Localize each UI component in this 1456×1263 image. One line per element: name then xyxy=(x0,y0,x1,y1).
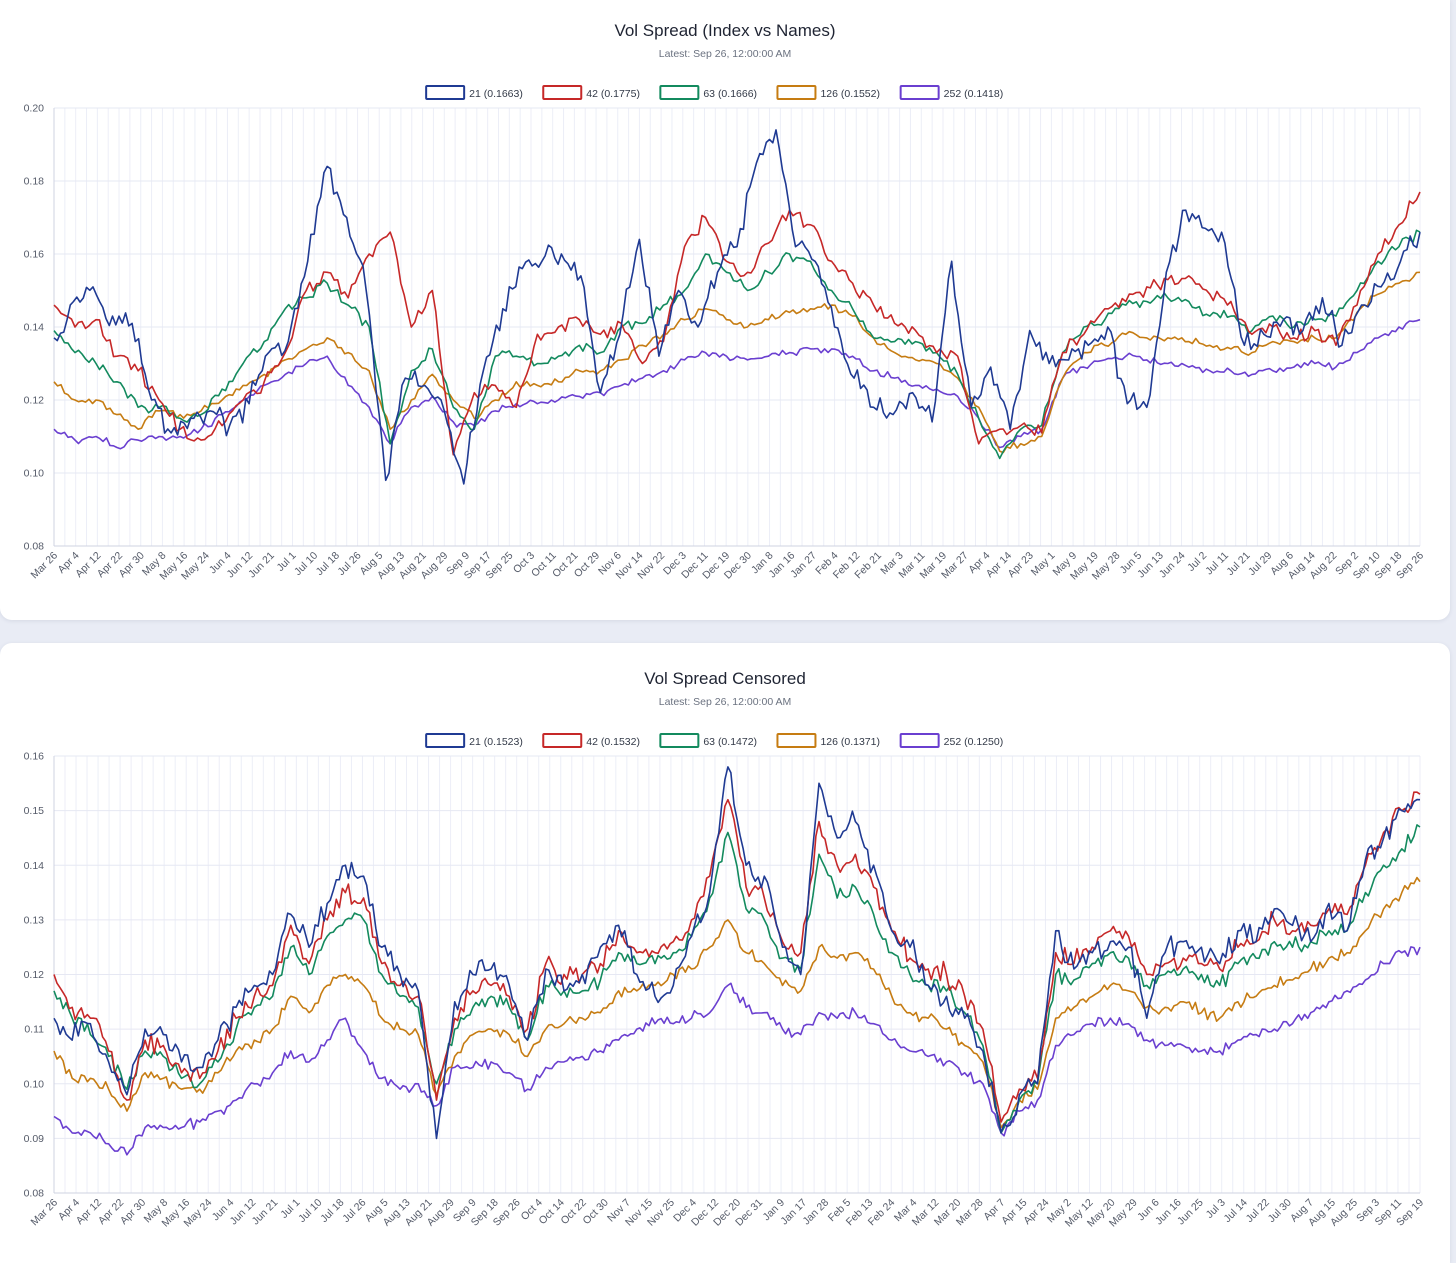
chart2-legend-label: 21 (0.1523) xyxy=(469,736,523,748)
chart1-ytick-label: 0.08 xyxy=(24,541,45,553)
chart1-series-line-63-0-1666 xyxy=(53,229,1421,460)
chart2-xtick-label: Apr 24 xyxy=(1021,1197,1051,1227)
chart1-series-line-126-0-1552 xyxy=(53,271,1421,454)
chart1-legend-swatch xyxy=(659,85,700,100)
chart1-legend-item-63-0-1666[interactable]: 63 (0.1666) xyxy=(659,85,757,100)
chart1-legend-item-126-0-1552[interactable]: 126 (0.1552) xyxy=(776,85,880,100)
chart1-xtick-label: Mar 26 xyxy=(29,550,61,582)
chart2-ytick-label: 0.11 xyxy=(24,1024,44,1036)
chart1-legend-swatch xyxy=(425,85,466,100)
chart1-xtick-label: Jul 29 xyxy=(1246,550,1274,578)
chart1-series-line-42-0-1775 xyxy=(53,191,1421,456)
chart2-series-line-126-0-1371 xyxy=(53,876,1421,1129)
chart-card-vol-spread: Vol Spread (Index vs Names) Latest: Sep 2… xyxy=(0,0,1450,620)
chart1-subtitle: Latest: Sep 26, 12:00:00 AM xyxy=(659,48,792,60)
chart2-legend-swatch xyxy=(425,733,466,748)
chart2-ytick-label: 0.15 xyxy=(24,805,45,817)
chart1-title: Vol Spread (Index vs Names) xyxy=(614,21,835,40)
chart2-legend-item-63-0-1472[interactable]: 63 (0.1472) xyxy=(659,733,757,748)
chart2-grid xyxy=(53,755,1421,1194)
chart1-legend-swatch xyxy=(542,85,583,100)
chart2-legend-item-21-0-1523[interactable]: 21 (0.1523) xyxy=(425,733,523,748)
chart2-xtick-label: Jul 14 xyxy=(1222,1197,1250,1225)
chart1-ytick-label: 0.18 xyxy=(24,176,45,188)
chart2-legend-item-252-0-1250[interactable]: 252 (0.1250) xyxy=(899,733,1004,748)
chart1-grid xyxy=(53,107,1421,547)
chart2-ytick-label: 0.08 xyxy=(24,1188,45,1200)
chart2-legend-label: 126 (0.1371) xyxy=(820,736,880,748)
chart-card-vol-spread-censored: Vol Spread Censored Latest: Sep 26, 12:00… xyxy=(0,643,1450,1263)
chart1-ytick-label: 0.20 xyxy=(24,103,45,115)
chart2-ytick-label: 0.12 xyxy=(24,969,45,981)
chart1-legend-label: 42 (0.1775) xyxy=(586,88,640,100)
chart2-legend-item-42-0-1532[interactable]: 42 (0.1532) xyxy=(542,733,640,748)
chart1-xtick-label: Jul 21 xyxy=(1224,550,1252,578)
chart2-legend-swatch xyxy=(899,733,940,748)
chart2-subtitle: Latest: Sep 26, 12:00:00 AM xyxy=(659,696,792,708)
chart1-legend-item-252-0-1418[interactable]: 252 (0.1418) xyxy=(899,85,1004,100)
chart2-xtick-label: Apr 30 xyxy=(118,1197,148,1227)
chart2-ytick-label: 0.16 xyxy=(24,751,45,763)
chart2-legend-item-126-0-1371[interactable]: 126 (0.1371) xyxy=(776,733,880,748)
chart2-ytick-label: 0.14 xyxy=(24,860,45,872)
chart2-xtick-label: Jul 18 xyxy=(318,1197,346,1225)
chart2-xtick-label: Jul 22 xyxy=(1244,1197,1272,1225)
chart2-legend-label: 42 (0.1532) xyxy=(586,736,640,748)
chart1-series-line-21-0-1663 xyxy=(53,129,1421,485)
chart2-series-line-21-0-1523 xyxy=(53,766,1421,1140)
chart2-series-line-252-0-1250 xyxy=(53,946,1421,1156)
chart2-legend-label: 252 (0.1250) xyxy=(944,736,1004,748)
chart1-xtick-label: Jul 26 xyxy=(335,550,363,578)
chart1-legend-swatch xyxy=(776,85,817,100)
chart1-xtick-label: Jul 18 xyxy=(314,550,342,578)
chart2-series-line-63-0-1472 xyxy=(53,824,1421,1134)
chart1-ytick-label: 0.14 xyxy=(24,322,45,334)
chart2-legend-swatch xyxy=(659,733,700,748)
chart2-title: Vol Spread Censored xyxy=(644,669,806,688)
chart2-ytick-label: 0.13 xyxy=(24,914,45,926)
chart2-ytick-label: 0.09 xyxy=(24,1133,45,1145)
chart2-legend-swatch xyxy=(542,733,583,748)
chart2-ytick-label: 0.10 xyxy=(24,1078,45,1090)
chart-vol-spread-censored: Vol Spread Censored Latest: Sep 26, 12:00… xyxy=(24,669,1427,1229)
chart1-legend-label: 252 (0.1418) xyxy=(944,88,1004,100)
chart1-legend-label: 63 (0.1666) xyxy=(703,88,757,100)
chart1-ytick-label: 0.16 xyxy=(24,249,45,261)
chart1-series-line-252-0-1418 xyxy=(53,318,1421,450)
chart2-series-line-42-0-1532 xyxy=(53,791,1421,1123)
chart2-legend-swatch xyxy=(776,733,817,748)
chart1-legend-item-21-0-1663[interactable]: 21 (0.1663) xyxy=(425,85,523,100)
chart2-xtick-label: Jul 30 xyxy=(1266,1197,1294,1225)
chart1-ytick-label: 0.12 xyxy=(24,395,45,407)
chart2-xtick-label: Jul 26 xyxy=(340,1197,368,1225)
chart2-xtick-label: Jul 10 xyxy=(296,1197,324,1225)
chart1-legend-label: 21 (0.1663) xyxy=(469,88,523,100)
chart1-legend-swatch xyxy=(899,85,940,100)
chart1-ytick-label: 0.10 xyxy=(24,468,45,480)
chart2-legend-label: 63 (0.1472) xyxy=(703,736,757,748)
chart1-legend-label: 126 (0.1552) xyxy=(820,88,880,100)
chart1-legend-item-42-0-1775[interactable]: 42 (0.1775) xyxy=(542,85,640,100)
chart2-xtick-label: Oct 30 xyxy=(581,1197,611,1227)
chart-vol-spread: Vol Spread (Index vs Names) Latest: Sep 2… xyxy=(24,21,1427,582)
chart2-xtick-label: Mar 26 xyxy=(29,1197,61,1229)
chart1-xtick-label: Jul 10 xyxy=(292,550,320,578)
